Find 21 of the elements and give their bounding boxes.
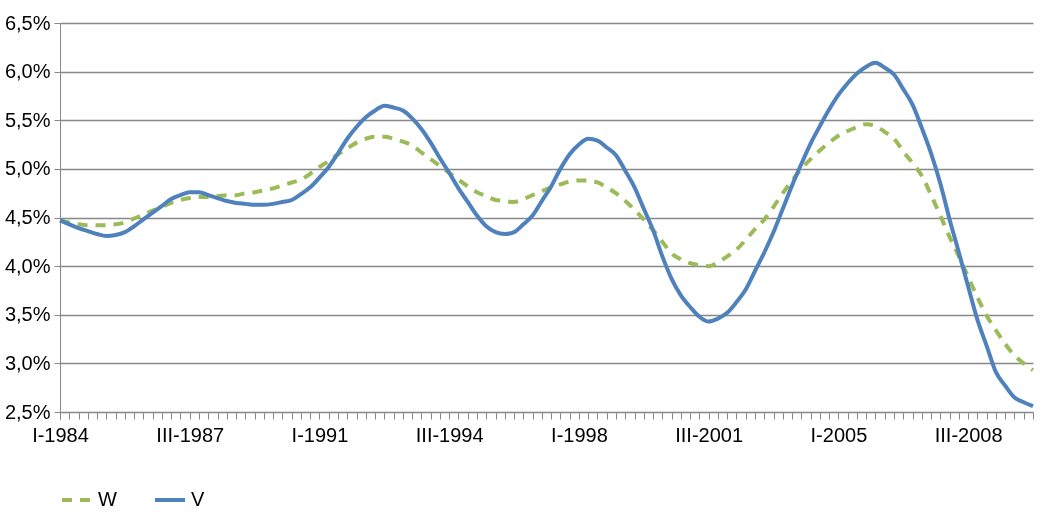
y-tick-label: 6,0%: [4, 60, 51, 83]
legend-label: V: [191, 488, 205, 510]
y-tick-label: 4,5%: [4, 206, 51, 228]
x-tick-label: I-2005: [810, 423, 868, 446]
x-tick-label: I-1998: [551, 423, 608, 446]
line-series: [58, 60, 1035, 409]
legend-label: W: [98, 488, 117, 510]
y-tick-label: 2,5%: [4, 400, 51, 423]
x-tick-label: III-1987: [156, 423, 225, 446]
x-tick-label: III-2008: [934, 423, 1003, 446]
x-tick-label: III-2001: [675, 423, 744, 446]
y-tick-label: 4,0%: [4, 254, 51, 277]
y-tick-label: 5,0%: [4, 157, 51, 180]
y-tick-label: 3,0%: [4, 351, 51, 374]
line-series: [58, 122, 1035, 373]
y-tick-label: 5,5%: [4, 108, 51, 131]
y-tick-label: 6,5%: [4, 11, 51, 34]
x-tick-label: I-1991: [291, 423, 349, 446]
x-tick-label: I-1984: [32, 423, 89, 446]
y-tick-label: 3,5%: [4, 303, 51, 326]
x-tick-label: III-1994: [415, 423, 484, 446]
